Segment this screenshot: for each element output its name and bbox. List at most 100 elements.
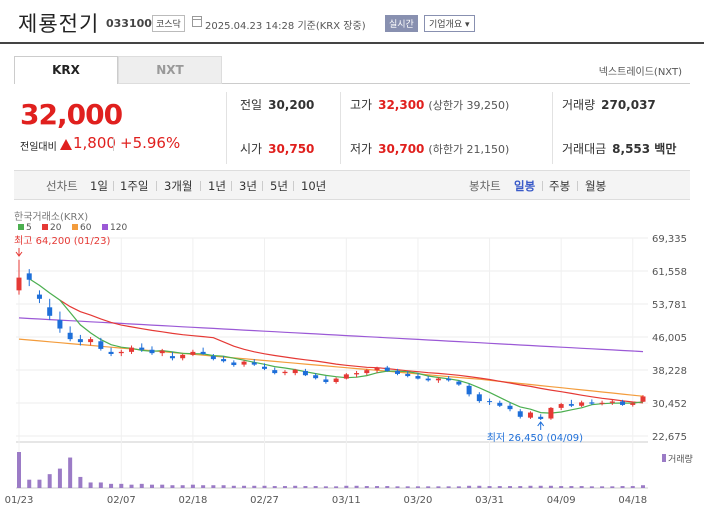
candle-body <box>333 378 339 383</box>
company-info-dropdown[interactable]: 기업개요 ▾ <box>424 15 475 32</box>
tab-nxt[interactable]: NXT <box>118 56 222 84</box>
volume-bar <box>548 485 553 488</box>
candle-body <box>282 371 288 374</box>
trade-value: 거래대금 8,553 백만 <box>562 142 677 156</box>
volume-bar <box>354 485 359 488</box>
volume-bar <box>538 485 543 488</box>
y-axis: 69,335 61,558 53,781 46,005 38,228 30,452 22,6… <box>652 234 687 443</box>
volume-bar <box>395 486 400 488</box>
candle-body <box>599 402 605 404</box>
y-tick-label: 38,228 <box>652 366 687 377</box>
candle-body <box>36 294 42 299</box>
period-1d[interactable]: 1일 <box>90 179 108 193</box>
period-5y[interactable]: 5년 <box>270 179 288 193</box>
volume-bar <box>323 486 328 488</box>
volume-bar <box>272 486 277 488</box>
candle-body <box>620 401 626 405</box>
stock-code: 033100 <box>106 17 152 30</box>
toolbar-separator <box>293 181 294 191</box>
volume-bar <box>641 485 645 488</box>
period-3y[interactable]: 3년 <box>239 179 257 193</box>
moving-averages <box>18 278 644 414</box>
candle-body <box>262 366 268 369</box>
candle-monthly[interactable]: 월봉 <box>585 179 607 193</box>
candle-body <box>200 351 206 354</box>
candle-body <box>354 373 360 375</box>
toolbar-separator <box>542 181 543 191</box>
volume-bar <box>68 457 73 488</box>
toolbar-separator <box>262 181 263 191</box>
candle-body <box>538 416 544 419</box>
volume-bar <box>170 485 175 488</box>
volume-bar <box>119 483 124 488</box>
volume: 거래량 270,037 <box>562 98 656 112</box>
realtime-badge[interactable]: 실시간 <box>385 15 418 32</box>
volume-bar <box>129 484 134 488</box>
x-tick-label: 04/18 <box>618 495 647 506</box>
candle-body <box>302 370 308 376</box>
volume-bar <box>456 486 461 488</box>
candle-body <box>415 376 421 379</box>
candle-body <box>67 332 73 340</box>
y-tick-label: 46,005 <box>652 333 687 344</box>
volume-bar <box>313 486 318 488</box>
volume-bar <box>282 486 287 488</box>
period-1w[interactable]: 1주일 <box>120 179 149 193</box>
volume-bar <box>180 485 185 488</box>
volume-bar <box>569 486 574 488</box>
candles <box>16 259 646 420</box>
volume-bar <box>303 486 308 488</box>
x-tick-label: 01/23 <box>5 495 34 506</box>
candle-body <box>640 396 646 402</box>
tab-krx[interactable]: KRX <box>14 56 118 84</box>
volume-bar <box>497 486 502 488</box>
period-10y[interactable]: 10년 <box>301 179 327 193</box>
volume-bar <box>620 486 625 488</box>
volume-legend-swatch <box>662 454 666 462</box>
x-tick-label: 04/09 <box>547 495 576 506</box>
candle-body <box>476 394 482 402</box>
volume-bar <box>17 452 21 488</box>
volume-bar <box>252 485 257 488</box>
high-price: 고가 32,300 (상한가 39,250) <box>350 98 510 112</box>
chart-toolbar: 선차트 1일 1주일 3개월 1년 3년 5년 10년 봉차트 일봉 주봉 월봉 <box>14 170 690 200</box>
annotations: 최고 64,200 (01/23) 최저 26,450 (04/09) <box>14 235 583 444</box>
candle-body <box>88 339 94 343</box>
market-badge: 코스닥 <box>152 15 185 32</box>
y-tick-label: 53,781 <box>652 300 687 311</box>
period-1y[interactable]: 1년 <box>208 179 226 193</box>
volume-bar <box>231 485 236 488</box>
candle-body <box>118 351 124 354</box>
volume-bar <box>528 485 533 488</box>
y-tick-label: 30,452 <box>652 399 687 410</box>
volume-bar <box>508 486 513 488</box>
calendar-icon <box>192 16 202 27</box>
volume-bar <box>242 485 247 488</box>
volume-bars: 거래량 <box>17 452 693 488</box>
low-annotation: 최저 26,450 (04/09) <box>487 432 583 444</box>
candle-daily[interactable]: 일봉 <box>514 179 536 193</box>
legend-swatch-5 <box>18 224 24 230</box>
quote-divider <box>226 92 227 164</box>
line-chart-label: 선차트 <box>46 179 78 193</box>
legend-label-120: 120 <box>110 223 127 233</box>
nextrade-link[interactable]: 넥스트레이드(NXT) <box>598 67 682 78</box>
candle-body <box>435 378 441 381</box>
stock-header: 제룡전기 033100 코스닥 2025.04.23 14:28 기준(KRX … <box>0 0 704 44</box>
candle-body <box>323 379 329 383</box>
toolbar-separator <box>200 181 201 191</box>
tab-divider <box>222 83 690 84</box>
candle-body <box>405 373 411 377</box>
candle-body <box>313 375 319 379</box>
x-axis: 01/23 02/07 02/18 02/27 03/11 03/20 03/31 04/09… <box>5 495 648 506</box>
volume-bar <box>467 485 472 488</box>
candle-weekly[interactable]: 주봉 <box>549 179 571 193</box>
y-tick-label: 61,558 <box>652 267 687 278</box>
x-tick-label: 03/20 <box>404 495 433 506</box>
quote-divider <box>552 92 553 164</box>
candle-body <box>57 320 63 329</box>
period-3m[interactable]: 3개월 <box>164 179 193 193</box>
volume-bar <box>109 483 114 488</box>
volume-bar <box>364 486 369 488</box>
prev-close: 전일 30,200 <box>240 98 315 112</box>
